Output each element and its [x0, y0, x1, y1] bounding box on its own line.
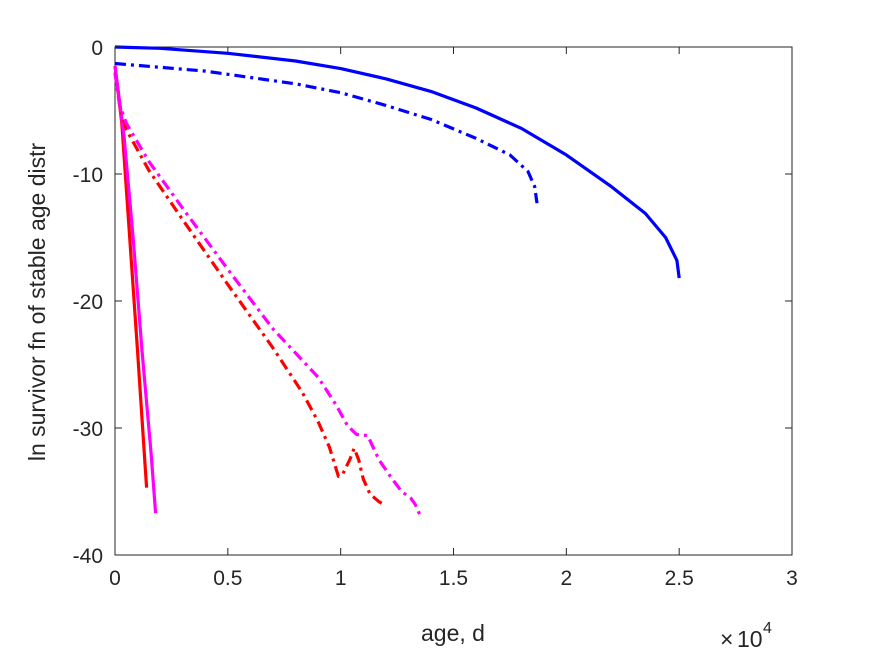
tick-layer: 0 0.5 1 1.5 2 2.5 3 0 -10 -20 -30 -40 [73, 37, 798, 590]
y-tick-label: 0 [91, 37, 103, 60]
x-multiplier-base: 10 [737, 626, 763, 652]
x-multiplier-exponent: 4 [763, 620, 772, 637]
series-line-4 [113, 65, 158, 514]
y-tick-label: -20 [73, 291, 103, 314]
y-axis-label: ln survivor fn of stable age distr [24, 143, 50, 462]
series-layer [113, 45, 681, 518]
plot-area [114, 46, 793, 556]
x-tick-label: 3 [786, 567, 798, 590]
series-line-6 [113, 72, 425, 518]
series-line-1 [114, 45, 681, 279]
x-axis-label: age, d [421, 620, 485, 646]
y-tick-label: -10 [73, 164, 103, 187]
x-axis-multiplier: × 10 4 [720, 620, 772, 652]
x-tick-label: 1.5 [439, 567, 468, 590]
x-tick-label: 2.5 [665, 567, 694, 590]
x-tick-label: 1 [335, 567, 347, 590]
x-tick-label: 2 [560, 567, 572, 590]
y-tick-label: -40 [73, 545, 103, 568]
x-tick-label: 0.5 [213, 567, 242, 590]
x-tick-label: 0 [109, 567, 121, 590]
x-multiplier-sign: × [720, 626, 733, 652]
series-line-2 [114, 61, 539, 204]
series-line-5 [113, 72, 385, 506]
plot-frame [114, 46, 793, 556]
y-tick-label: -30 [73, 418, 103, 441]
